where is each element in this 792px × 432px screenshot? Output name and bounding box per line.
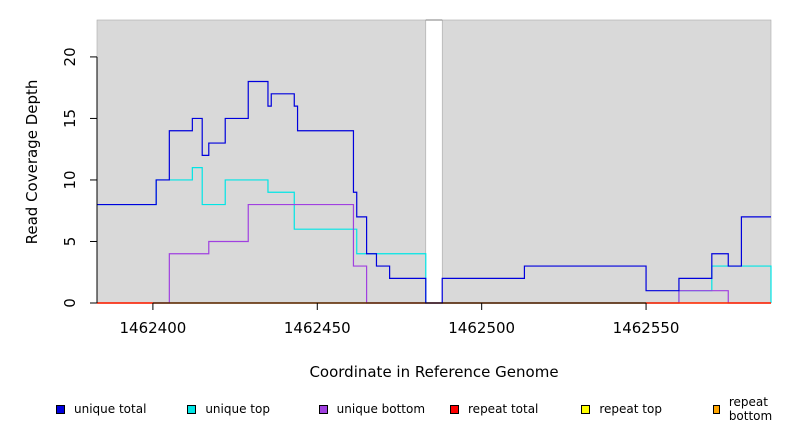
- legend-item-unique-total: unique total: [56, 400, 146, 418]
- legend-item-repeat-total: repeat total: [450, 400, 538, 418]
- legend-item-repeat-top: repeat top: [581, 400, 662, 418]
- legend-swatch: [581, 404, 591, 414]
- legend: unique total unique top unique bottom repea…: [0, 395, 792, 423]
- x-tick-label: 1462400: [119, 319, 186, 337]
- plot-background: [96, 19, 772, 304]
- legend-label: unique bottom: [336, 402, 426, 416]
- series-unique-bottom: [97, 203, 771, 304]
- legend-swatch: [187, 404, 197, 414]
- x-tick-label: 1462500: [448, 319, 515, 337]
- y-tick-label: 0: [61, 298, 79, 308]
- series-unique-total: [97, 80, 771, 304]
- legend-swatch: [318, 404, 328, 414]
- y-tick-label: 20: [61, 47, 79, 66]
- x-tick-label: 1462550: [613, 319, 680, 337]
- legend-swatch: [56, 404, 65, 414]
- legend-item-repeat-bottom: repeat bottom: [712, 395, 792, 423]
- legend-swatch: [450, 404, 460, 414]
- y-tick-label: 10: [61, 170, 79, 189]
- plot-panel-right: [441, 19, 772, 304]
- plot-panel-left: [96, 19, 427, 304]
- legend-item-unique-bottom: unique bottom: [318, 400, 426, 418]
- coverage-chart: 1462400 1462450 1462500 1462550 0 5 10 15 20 Co…: [23, 19, 772, 381]
- legend-swatch: [712, 404, 720, 414]
- x-axis-title: Coordinate in Reference Genome: [309, 363, 558, 381]
- y-tick-label: 5: [61, 237, 79, 247]
- legend-label: unique total: [74, 402, 147, 416]
- y-axis-title: Read Coverage Depth: [23, 80, 41, 245]
- legend-label: unique top: [205, 402, 270, 416]
- y-axis: 0 5 10 15 20: [61, 47, 98, 308]
- legend-item-unique-top: unique top: [187, 400, 270, 418]
- x-tick-label: 1462450: [284, 319, 351, 337]
- legend-label: repeat top: [599, 402, 662, 416]
- y-tick-label: 15: [61, 109, 79, 128]
- x-axis: 1462400 1462450 1462500 1462550: [119, 302, 680, 337]
- legend-label: repeat total: [468, 402, 539, 416]
- legend-label: repeat bottom: [728, 395, 773, 423]
